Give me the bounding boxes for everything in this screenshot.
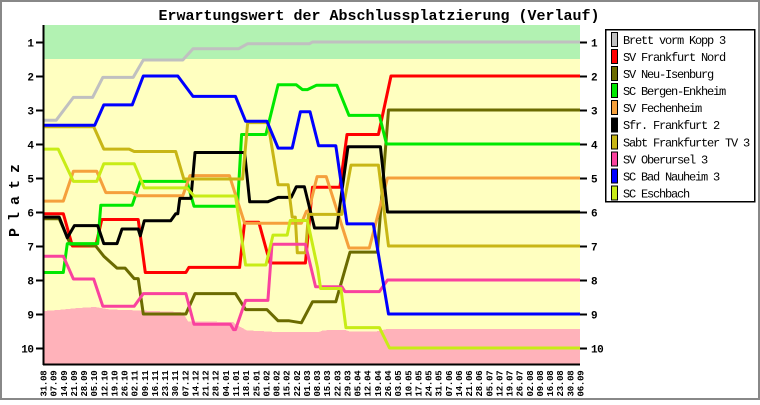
svg-text:09.08: 09.08 xyxy=(536,370,546,396)
svg-text:14.12: 14.12 xyxy=(192,370,202,396)
svg-text:07.09: 07.09 xyxy=(50,370,60,396)
svg-text:22.02: 22.02 xyxy=(293,370,303,396)
svg-text:12.04: 12.04 xyxy=(364,370,374,397)
svg-text:6: 6 xyxy=(27,209,33,221)
svg-text:4: 4 xyxy=(591,141,598,153)
svg-text:15.03: 15.03 xyxy=(323,370,333,396)
svg-text:8: 8 xyxy=(591,277,598,289)
svg-text:21.12: 21.12 xyxy=(202,370,212,396)
svg-text:SC Bad Nauheim 3: SC Bad Nauheim 3 xyxy=(623,170,720,184)
svg-text:18.01: 18.01 xyxy=(242,370,252,397)
svg-text:05.10: 05.10 xyxy=(90,370,100,396)
svg-text:23.11: 23.11 xyxy=(161,370,171,397)
svg-text:7: 7 xyxy=(27,243,33,255)
svg-text:22.03: 22.03 xyxy=(333,370,343,396)
svg-text:08.02: 08.02 xyxy=(273,370,283,396)
svg-text:3: 3 xyxy=(591,107,598,119)
svg-text:10: 10 xyxy=(591,345,603,357)
svg-text:12.10: 12.10 xyxy=(100,370,110,396)
svg-text:26.07: 26.07 xyxy=(516,370,526,396)
svg-text:08.03: 08.03 xyxy=(313,370,323,396)
svg-text:Erwartungswert der Abschlusspl: Erwartungswert der Abschlussplatzierung … xyxy=(158,8,599,25)
svg-text:19.10: 19.10 xyxy=(110,370,120,396)
svg-text:02.11: 02.11 xyxy=(131,370,141,397)
svg-text:1: 1 xyxy=(27,39,34,51)
svg-text:SC Bergen-Enkheim: SC Bergen-Enkheim xyxy=(623,85,726,99)
svg-text:16.08: 16.08 xyxy=(546,370,556,396)
svg-text:3: 3 xyxy=(27,107,34,119)
svg-text:17.05: 17.05 xyxy=(414,370,424,396)
svg-text:25.01: 25.01 xyxy=(252,370,262,397)
svg-text:9: 9 xyxy=(591,311,597,323)
svg-text:19.07: 19.07 xyxy=(506,370,516,396)
svg-text:09.11: 09.11 xyxy=(141,370,151,397)
svg-text:SV Neu-Isenburg: SV Neu-Isenburg xyxy=(623,68,714,82)
svg-text:1: 1 xyxy=(591,39,598,51)
svg-text:26.04: 26.04 xyxy=(384,370,394,397)
svg-text:6: 6 xyxy=(591,209,597,221)
svg-text:31.05: 31.05 xyxy=(435,370,445,396)
svg-text:SV Fechenheim: SV Fechenheim xyxy=(623,102,702,116)
svg-text:5: 5 xyxy=(27,175,34,187)
svg-text:28.09: 28.09 xyxy=(80,370,90,396)
svg-text:30.11: 30.11 xyxy=(171,370,181,397)
svg-text:05.07: 05.07 xyxy=(485,370,495,396)
svg-text:5: 5 xyxy=(591,175,598,187)
svg-text:2: 2 xyxy=(591,73,597,85)
svg-text:04.01: 04.01 xyxy=(222,370,232,397)
svg-text:30.08: 30.08 xyxy=(566,370,576,396)
svg-text:SV Oberursel 3: SV Oberursel 3 xyxy=(623,153,708,167)
svg-text:12.07: 12.07 xyxy=(495,370,505,396)
svg-text:11.01: 11.01 xyxy=(232,370,242,397)
svg-text:23.08: 23.08 xyxy=(556,370,566,396)
svg-text:28.12: 28.12 xyxy=(212,370,222,396)
svg-text:02.08: 02.08 xyxy=(526,370,536,396)
svg-text:SC Eschbach: SC Eschbach xyxy=(623,188,690,202)
svg-text:4: 4 xyxy=(27,141,34,153)
svg-text:19.04: 19.04 xyxy=(374,370,384,397)
svg-text:01.02: 01.02 xyxy=(262,370,272,396)
svg-text:14.06: 14.06 xyxy=(455,370,465,396)
svg-text:Sfr. Frankfurt 2: Sfr. Frankfurt 2 xyxy=(623,119,720,133)
svg-text:2: 2 xyxy=(27,73,33,85)
svg-text:24.05: 24.05 xyxy=(425,370,435,396)
svg-text:14.09: 14.09 xyxy=(60,370,70,396)
svg-text:26.10: 26.10 xyxy=(121,370,131,396)
svg-text:01.03: 01.03 xyxy=(303,370,313,396)
svg-text:Sabt Frankfurter TV 3: Sabt Frankfurter TV 3 xyxy=(623,136,750,150)
svg-text:31.08: 31.08 xyxy=(40,370,50,396)
svg-text:SV Frankfurt Nord: SV Frankfurt Nord xyxy=(623,51,726,65)
svg-text:07.06: 07.06 xyxy=(445,370,455,396)
svg-text:29.03: 29.03 xyxy=(344,370,354,396)
svg-text:05.04: 05.04 xyxy=(354,370,364,397)
svg-text:16.11: 16.11 xyxy=(151,370,161,397)
svg-text:Platz: Platz xyxy=(7,157,24,237)
svg-text:07.12: 07.12 xyxy=(181,370,191,396)
svg-text:10: 10 xyxy=(21,345,33,357)
svg-text:21.06: 21.06 xyxy=(465,370,475,396)
svg-text:9: 9 xyxy=(27,311,33,323)
svg-text:8: 8 xyxy=(27,277,34,289)
svg-text:15.02: 15.02 xyxy=(283,370,293,396)
svg-text:7: 7 xyxy=(591,243,597,255)
svg-text:28.06: 28.06 xyxy=(475,370,485,396)
svg-text:Brett vorm Kopp 3: Brett vorm Kopp 3 xyxy=(623,34,726,48)
svg-text:10.05: 10.05 xyxy=(404,370,414,396)
svg-text:21.09: 21.09 xyxy=(70,370,80,396)
svg-text:03.05: 03.05 xyxy=(394,370,404,396)
svg-text:06.09: 06.09 xyxy=(577,370,587,396)
